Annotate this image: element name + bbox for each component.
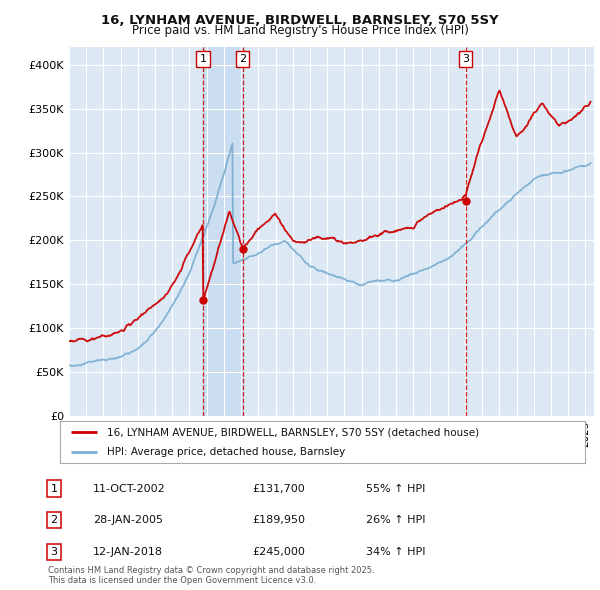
- Text: £131,700: £131,700: [252, 484, 305, 493]
- Text: 34% ↑ HPI: 34% ↑ HPI: [366, 547, 425, 556]
- Text: 1: 1: [199, 54, 206, 64]
- Text: £245,000: £245,000: [252, 547, 305, 556]
- Text: 2: 2: [50, 516, 58, 525]
- Text: 16, LYNHAM AVENUE, BIRDWELL, BARNSLEY, S70 5SY: 16, LYNHAM AVENUE, BIRDWELL, BARNSLEY, S…: [101, 14, 499, 27]
- Text: 12-JAN-2018: 12-JAN-2018: [93, 547, 163, 556]
- Text: 1: 1: [50, 484, 58, 493]
- Text: Price paid vs. HM Land Registry's House Price Index (HPI): Price paid vs. HM Land Registry's House …: [131, 24, 469, 37]
- Text: £189,950: £189,950: [252, 516, 305, 525]
- Text: HPI: Average price, detached house, Barnsley: HPI: Average price, detached house, Barn…: [107, 447, 346, 457]
- Text: Contains HM Land Registry data © Crown copyright and database right 2025.
This d: Contains HM Land Registry data © Crown c…: [48, 566, 374, 585]
- Text: 2: 2: [239, 54, 246, 64]
- Text: 3: 3: [50, 547, 58, 556]
- Text: 26% ↑ HPI: 26% ↑ HPI: [366, 516, 425, 525]
- Text: 55% ↑ HPI: 55% ↑ HPI: [366, 484, 425, 493]
- Text: 28-JAN-2005: 28-JAN-2005: [93, 516, 163, 525]
- Bar: [203, 47, 242, 416]
- Text: 16, LYNHAM AVENUE, BIRDWELL, BARNSLEY, S70 5SY (detached house): 16, LYNHAM AVENUE, BIRDWELL, BARNSLEY, S…: [107, 427, 479, 437]
- Text: 11-OCT-2002: 11-OCT-2002: [93, 484, 166, 493]
- Text: 3: 3: [462, 54, 469, 64]
